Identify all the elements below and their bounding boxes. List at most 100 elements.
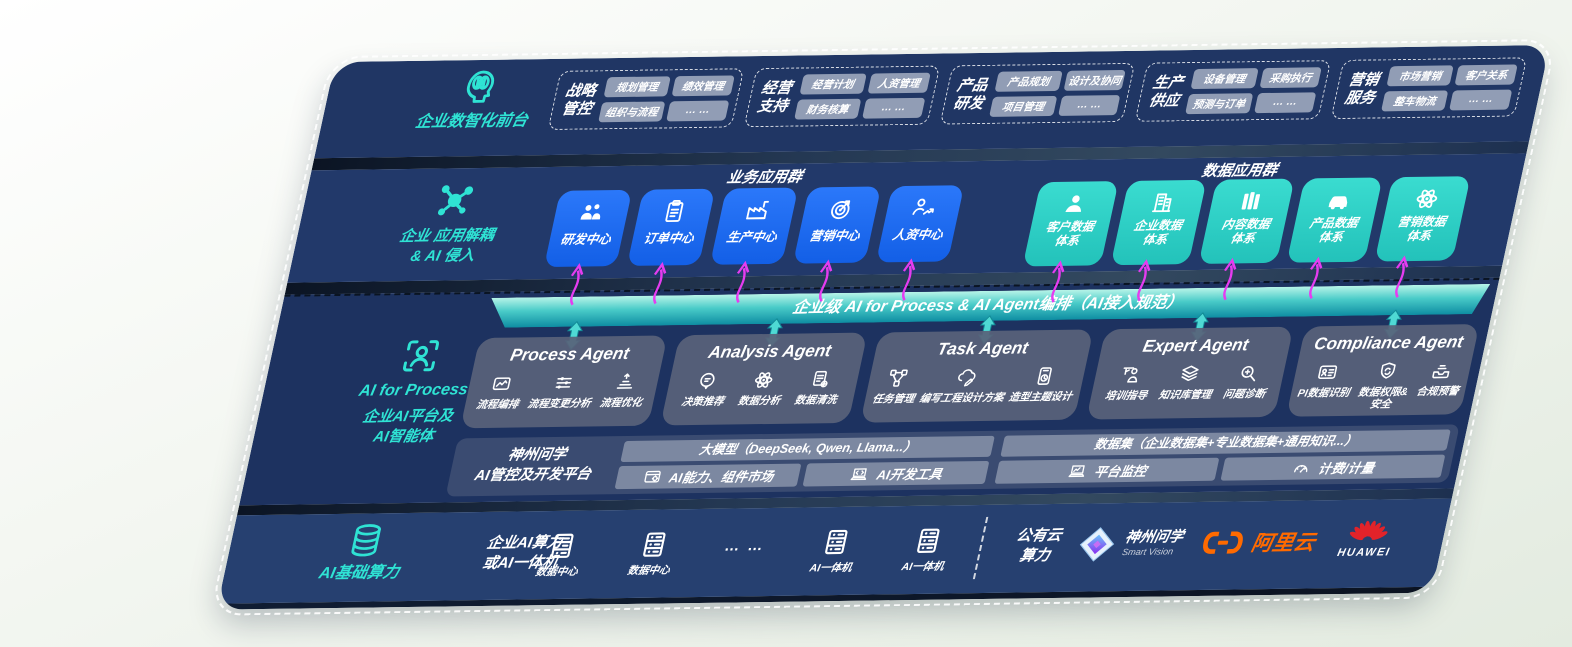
chip: 产品规划 bbox=[994, 70, 1063, 92]
gauge-icon bbox=[1293, 464, 1309, 474]
ai-capability-market: AI能力、组件市场 bbox=[614, 463, 802, 490]
card-order-center: 订单中心 bbox=[626, 188, 716, 266]
chip: … … bbox=[861, 97, 925, 119]
vendor-alibaba-cloud: 阿里云 bbox=[1199, 526, 1318, 558]
chip: 绩效管理 bbox=[671, 75, 735, 97]
agent-capability: 流程优化 bbox=[599, 371, 649, 410]
card-label: 营销数据体系 bbox=[1396, 214, 1448, 244]
models-bar: 大模型（DeepSeek, Qwen, Llama...） bbox=[620, 435, 995, 463]
infra-rail: AI基础算力 bbox=[257, 520, 470, 585]
server-icon bbox=[916, 528, 940, 553]
business-app-cards: 研发中心 订单中心 生产中心 营销中心 人资中心 bbox=[543, 185, 965, 268]
person-trend-icon bbox=[912, 198, 937, 215]
layers-icon bbox=[1180, 365, 1200, 382]
card-label: 营销中心 bbox=[808, 228, 862, 244]
connector-arrow bbox=[1395, 255, 1409, 298]
group-marketing-service: 营销服务 市场营销 客户关系 整车物流 … … bbox=[1330, 57, 1528, 120]
agent-title: Analysis Agent bbox=[706, 341, 834, 362]
chip: 人资管理 bbox=[867, 72, 931, 94]
agent-task: Task Agent 任务管理 编写工程设计方案 造型主题设计 bbox=[860, 329, 1094, 423]
group-title: 经营支持 bbox=[755, 79, 794, 115]
target-icon bbox=[829, 200, 852, 220]
huawei-logo bbox=[1349, 520, 1388, 541]
atom-icon bbox=[1414, 187, 1440, 210]
infra-label: AI基础算力 bbox=[317, 564, 401, 583]
vendor-smart-vision: 神州问学 Smart Vision bbox=[1074, 524, 1186, 564]
agent-capability: 问题诊断 bbox=[1222, 362, 1272, 401]
agent-title: Expert Agent bbox=[1141, 335, 1251, 356]
node-datacenter: 数据中心 bbox=[534, 531, 586, 580]
chip: 客户关系 bbox=[1454, 64, 1518, 86]
agent-capability: 造型主题设计 bbox=[1008, 365, 1079, 404]
agent-cards: Process Agent 流程编排 流程变更分析 流程优化 Analysis … bbox=[460, 324, 1480, 429]
agent-capability: 流程变更分析 bbox=[526, 371, 597, 410]
dev-platform-name: 神州问学 bbox=[506, 447, 568, 465]
connector-arrow bbox=[1137, 259, 1151, 302]
card-content-data: 内容数据体系 bbox=[1198, 178, 1295, 264]
monitor-chart-icon bbox=[1068, 465, 1086, 478]
chip: 采购执行 bbox=[1258, 67, 1322, 89]
compute-nodes: 数据中心 数据中心 … … AI一体机 AI一体机 bbox=[532, 517, 954, 587]
agent-capability: 编写工程设计方案 bbox=[918, 366, 1010, 405]
divider bbox=[972, 516, 989, 580]
nodes-icon bbox=[887, 369, 909, 387]
public-cloud-label: 公有云 算力 bbox=[1014, 526, 1064, 565]
group-operation: 经营支持 经营计划 人资管理 财务核算 … … bbox=[743, 65, 940, 128]
id-card-icon bbox=[1318, 365, 1338, 380]
node-datacenter: 数据中心 bbox=[626, 529, 678, 578]
card-rd-center: 研发中心 bbox=[543, 189, 633, 268]
agent-capability: 数据清洗 bbox=[793, 368, 843, 407]
atom-icon bbox=[753, 370, 775, 390]
card-label: 生产中心 bbox=[725, 229, 779, 245]
factory-icon bbox=[746, 200, 769, 220]
optimize-icon bbox=[616, 373, 635, 389]
ellipsis: … … bbox=[722, 536, 767, 555]
diagnose-icon bbox=[1239, 365, 1259, 382]
agent-title: Compliance Agent bbox=[1312, 332, 1466, 354]
chip: 设备管理 bbox=[1190, 68, 1259, 90]
trainer-icon bbox=[1120, 367, 1140, 383]
building-icon bbox=[1152, 193, 1174, 213]
card-enterprise-data: 企业数据体系 bbox=[1110, 179, 1207, 266]
sliders-icon bbox=[555, 376, 573, 390]
connector-arrow bbox=[653, 261, 667, 305]
agent-capability: 任务管理 bbox=[871, 367, 921, 406]
chip: 经营计划 bbox=[799, 73, 867, 95]
flow-icon bbox=[492, 377, 512, 391]
chip: 组织与流程 bbox=[597, 101, 666, 123]
agent-capability: 合规预警 bbox=[1415, 359, 1465, 398]
cloud-pen-icon bbox=[955, 369, 977, 387]
group-strategy: 战略管控 规划管理 绩效管理 组织与流程 … … bbox=[547, 68, 745, 131]
server-icon bbox=[642, 532, 666, 557]
node-ai-appliance: AI一体机 bbox=[808, 527, 860, 576]
agent-title: Process Agent bbox=[508, 343, 632, 365]
dev-platform-label: 神州问学 AI管控及开发平台 bbox=[455, 446, 613, 487]
group-title: 营销服务 bbox=[1343, 71, 1381, 107]
molecule-icon bbox=[434, 183, 476, 218]
ai-dev-tools: AI开发工具 bbox=[802, 460, 990, 487]
brain-icon bbox=[463, 70, 497, 103]
connector-arrow bbox=[1051, 260, 1065, 303]
tablet-clock-icon bbox=[1037, 367, 1053, 385]
card-hr-center: 人资中心 bbox=[875, 185, 965, 263]
datasets-column: 数据集（企业数据集+专业数据集+通用知识...） 平台监控 计费/计量 bbox=[994, 429, 1451, 484]
agent-capability: 数据分析 bbox=[737, 369, 787, 408]
group-title: 生产供应 bbox=[1147, 74, 1185, 110]
card-customer-data: 客户数据体系 bbox=[1022, 181, 1119, 267]
head-chat-icon bbox=[698, 372, 716, 390]
card-label: 企业数据体系 bbox=[1132, 218, 1184, 248]
agent-analysis: Analysis Agent 决策推荐 数据分析 数据清洗 bbox=[660, 332, 868, 426]
car-icon bbox=[1328, 196, 1349, 210]
card-marketing-data: 营销数据体系 bbox=[1374, 176, 1471, 262]
alibaba-cloud-logo bbox=[1203, 531, 1243, 554]
group-product-rd: 产品研发 产品规划 设计及协同 项目管理 … … bbox=[939, 62, 1136, 125]
vendor-huawei: HUAWEI bbox=[1336, 513, 1399, 559]
models-column: 大模型（DeepSeek, Qwen, Llama...） AI能力、组件市场 … bbox=[614, 435, 995, 490]
person-icon bbox=[1065, 195, 1085, 213]
chip: 设计及协同 bbox=[1063, 69, 1127, 91]
card-label: 研发中心 bbox=[559, 232, 613, 247]
card-marketing-center: 营销中心 bbox=[792, 186, 882, 264]
chip: 市场营销 bbox=[1386, 65, 1455, 87]
group-title: 战略管控 bbox=[560, 82, 598, 118]
